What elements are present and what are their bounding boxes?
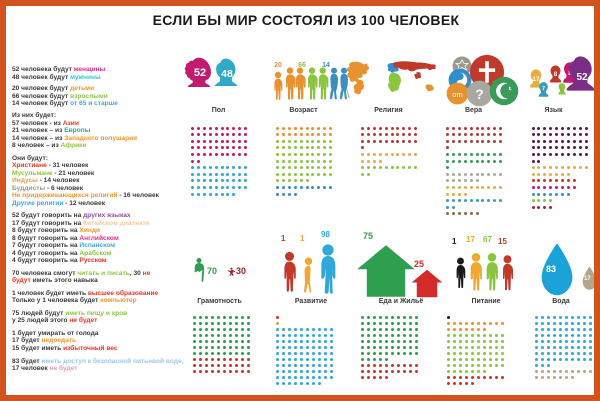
svg-text:?: ? xyxy=(475,87,483,102)
svg-text:om: om xyxy=(452,90,462,99)
